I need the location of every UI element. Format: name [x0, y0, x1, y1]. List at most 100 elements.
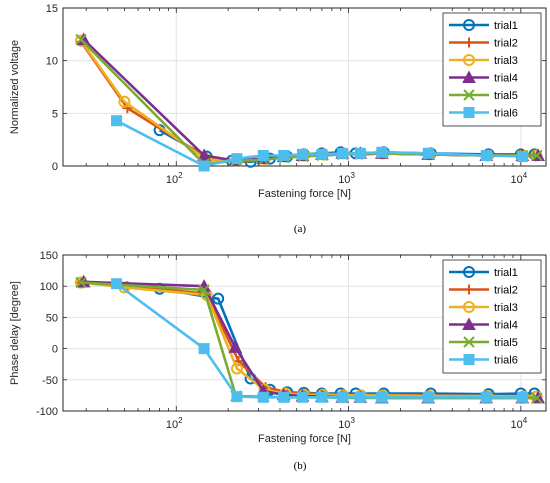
data-point — [198, 284, 210, 296]
legend-label: trial3 — [494, 55, 518, 67]
x-minor-ticks — [85, 8, 522, 166]
legend-marker — [464, 37, 474, 48]
plot-area-frame — [62, 254, 547, 412]
legend-marker — [464, 284, 474, 295]
legend-item-trial1: trial1 — [449, 19, 518, 32]
legend-marker — [463, 266, 475, 278]
data-point — [111, 115, 123, 127]
legend-label: trial5 — [494, 90, 518, 102]
x-tick-label: 102 — [166, 416, 183, 431]
chart-panel-2: -100 -50 0 50 100 150 102 103 104 Fastening force… — [9, 250, 547, 472]
legend-item-trial1: trial1 — [449, 266, 518, 279]
data-point — [336, 391, 348, 403]
x-tick-label: 103 — [338, 171, 355, 186]
legend-item-trial6: trial6 — [449, 354, 518, 367]
data-point — [257, 149, 269, 161]
data-point — [231, 153, 243, 165]
y-tick-label: 10 — [46, 56, 58, 68]
y-tick-label: -100 — [36, 406, 58, 418]
legend-item-trial3: trial3 — [449, 301, 518, 314]
legend-frame — [442, 12, 542, 127]
legend-marker — [463, 54, 475, 66]
legend-label: trial1 — [494, 20, 518, 32]
legend-label: trial3 — [494, 302, 518, 314]
data-point — [296, 148, 308, 160]
data-point — [531, 149, 543, 162]
legend-label: trial2 — [494, 38, 518, 50]
data-point — [296, 391, 308, 403]
y-tick-label: 0 — [52, 344, 58, 356]
legend-marker — [463, 107, 475, 118]
data-point — [480, 149, 492, 161]
data-point — [422, 391, 434, 403]
data-point — [376, 146, 388, 158]
y-tick-label: 5 — [52, 108, 58, 120]
y-axis-title: Normalized voltage — [9, 40, 21, 134]
legend-item-trial3: trial3 — [449, 54, 518, 67]
legend-marker — [463, 301, 475, 313]
legend-label: trial2 — [494, 285, 518, 297]
chart-panel-1: 0 5 10 15 102 103 104 Fastening force [N] Normal… — [9, 3, 547, 235]
data-point — [316, 148, 328, 160]
data-point — [376, 391, 388, 403]
figure-caption: (a) — [294, 223, 307, 235]
y-tick-label: 0 — [52, 161, 58, 173]
legend-item-trial5: trial5 — [449, 336, 518, 349]
x-tick-label: 104 — [510, 416, 527, 431]
legend-marker — [462, 70, 476, 83]
plot-area-frame — [62, 7, 547, 167]
legend-item-trial4: trial4 — [449, 317, 518, 332]
legend-marker — [462, 317, 476, 330]
legend-label: trial1 — [494, 267, 518, 279]
data-point — [480, 391, 492, 403]
legend-marker — [463, 19, 475, 31]
data-point — [531, 392, 543, 404]
y-tick-label: 100 — [40, 281, 58, 293]
data-point — [278, 149, 290, 161]
x-axis-title: Fastening force [N] — [258, 188, 351, 200]
series-trial6 — [111, 115, 528, 172]
series-trial6 — [111, 278, 528, 403]
data-point — [111, 278, 123, 290]
series-group — [75, 32, 545, 172]
legend-item-trial4: trial4 — [449, 70, 518, 85]
y-tick-label: 50 — [46, 312, 58, 324]
y-tick-label: 150 — [40, 250, 58, 262]
data-point — [75, 276, 87, 289]
legend-label: trial5 — [494, 337, 518, 349]
data-point — [212, 292, 225, 305]
series-group — [75, 274, 545, 404]
data-point — [75, 33, 87, 46]
legend-item-trial6: trial6 — [449, 107, 518, 120]
data-point — [257, 391, 269, 403]
legend: trial1 trial2 trial3 trial4 trial5 trial6 — [442, 12, 542, 127]
legend: trial1 trial2 trial3 trial4 trial5 trial6 — [442, 259, 542, 374]
x-tick-label: 102 — [166, 171, 183, 186]
legend-label: trial6 — [494, 355, 518, 367]
legend-marker — [463, 336, 475, 348]
x-tick-label: 104 — [510, 171, 527, 186]
data-point — [231, 391, 243, 403]
legend-label: trial4 — [494, 320, 518, 332]
data-point — [197, 148, 211, 161]
y-tick-label: 15 — [46, 3, 58, 15]
data-point — [316, 391, 328, 403]
data-point — [198, 160, 210, 172]
legend-item-trial5: trial5 — [449, 89, 518, 102]
x-tick-label: 103 — [338, 416, 355, 431]
legend-label: trial6 — [494, 108, 518, 120]
data-point — [278, 391, 290, 403]
data-point — [354, 391, 366, 403]
y-tick-label: -50 — [42, 375, 58, 387]
x-minor-ticks — [85, 255, 522, 411]
x-axis-title: Fastening force [N] — [258, 433, 351, 445]
data-point — [198, 343, 210, 355]
data-point — [422, 147, 434, 159]
data-point — [516, 151, 528, 163]
figure-caption: (b) — [294, 460, 307, 472]
data-point — [516, 391, 528, 403]
legend-marker — [463, 354, 475, 365]
legend-item-trial2: trial2 — [449, 284, 518, 297]
